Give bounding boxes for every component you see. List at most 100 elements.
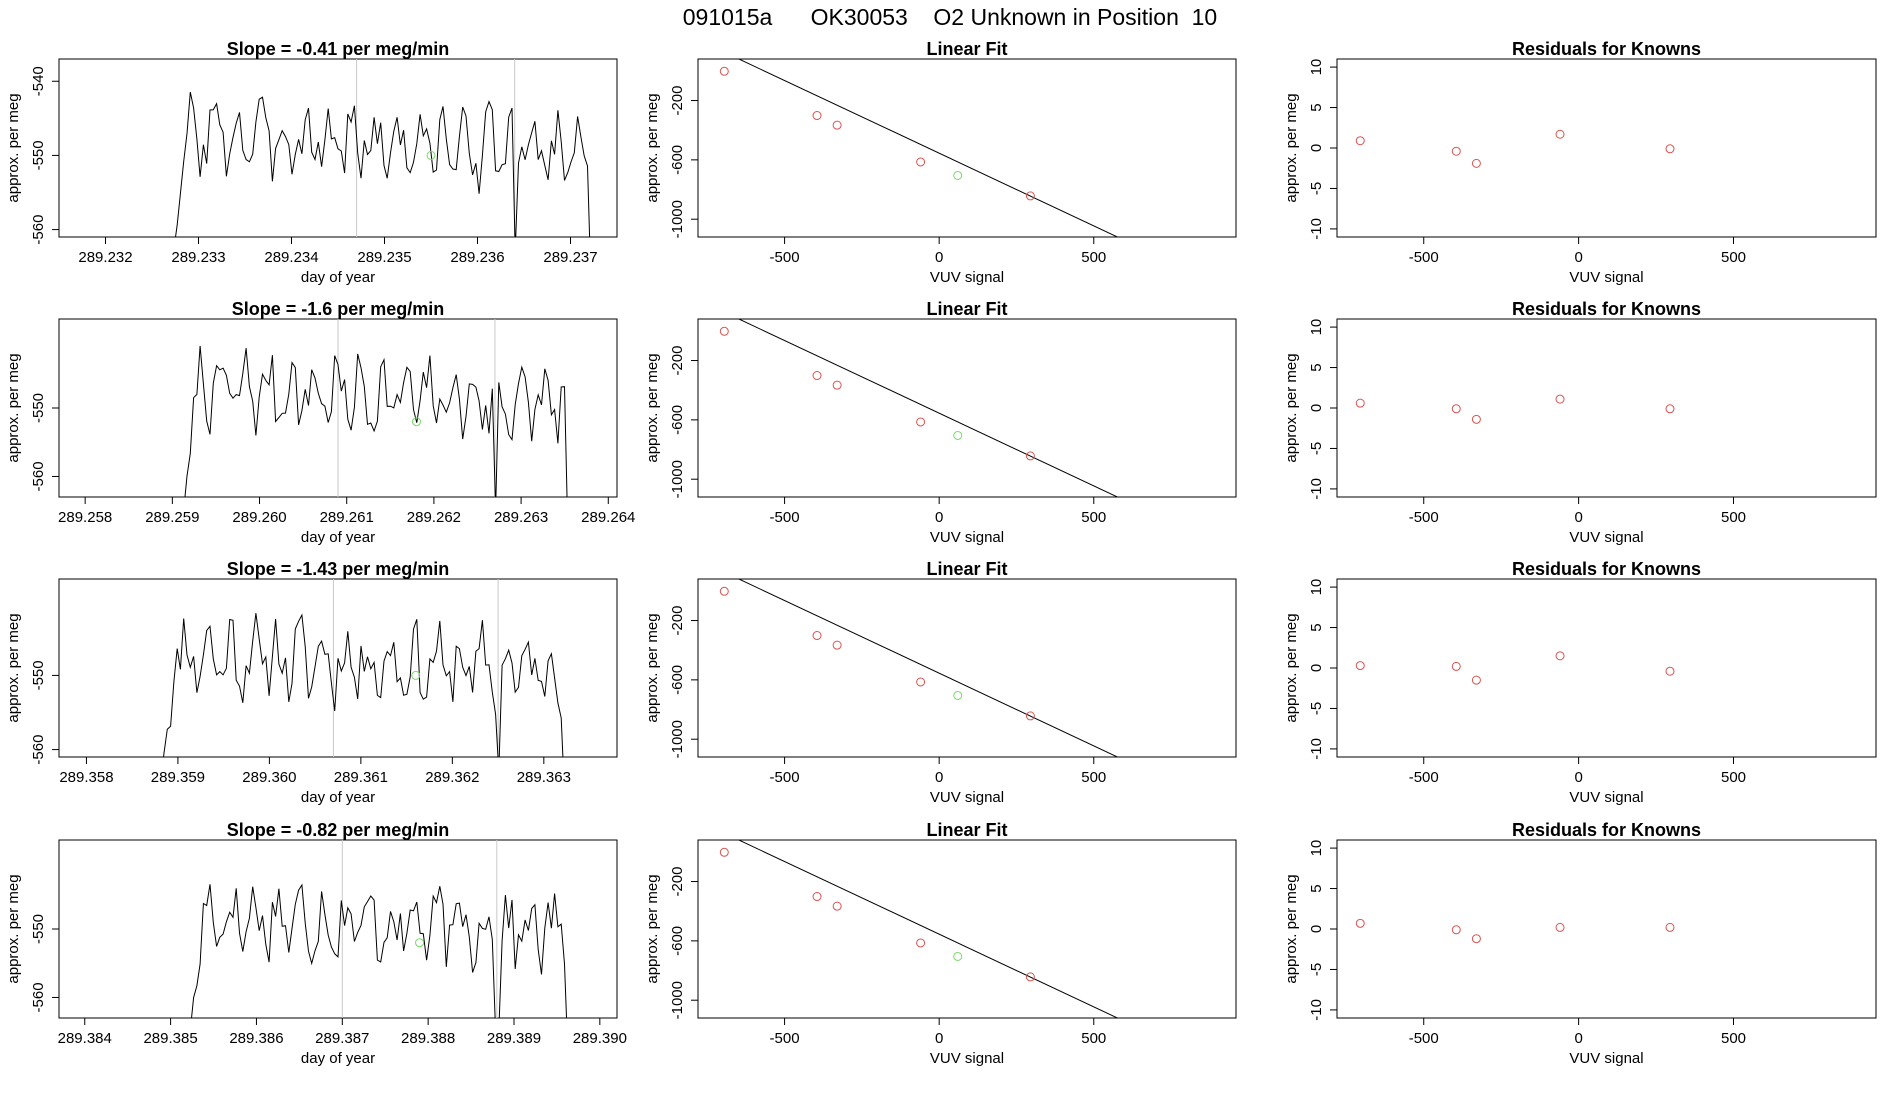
y-axis-label: approx. per meg <box>5 353 22 462</box>
y-tick-label: -1000 <box>669 460 686 498</box>
y-tick-label: 10 <box>1308 319 1325 336</box>
plot-frame <box>697 839 1237 1019</box>
plot-title: Slope = -0.82 per meg/min <box>227 820 450 840</box>
plot-title: Slope = -1.43 per meg/min <box>227 559 450 579</box>
y-tick-label: -5 <box>1308 702 1325 715</box>
plot-frame <box>697 318 1237 498</box>
x-tick-label: 289.232 <box>78 249 132 266</box>
residual-point <box>1451 925 1461 935</box>
y-tick-label: -540 <box>30 66 47 96</box>
residual-point <box>1355 136 1365 146</box>
plot-title: Residuals for Knowns <box>1512 820 1701 840</box>
x-axis-label: VUV signal <box>1569 789 1643 806</box>
known-point <box>916 938 926 948</box>
plot-title: Residuals for Knowns <box>1512 299 1701 319</box>
x-axis-label: VUV signal <box>930 269 1004 286</box>
y-tick-label: 0 <box>1308 404 1325 412</box>
plot-data <box>175 59 591 237</box>
y-tick-label: -550 <box>30 914 47 944</box>
panel-residuals-2: Residuals for Knowns -500 0 500 10 5 0 -5 -10 VUV… <box>1283 299 1877 546</box>
series-line <box>184 345 568 497</box>
x-tick-label: 0 <box>935 509 943 526</box>
y-axis-label: approx. per meg <box>1283 93 1300 202</box>
x-tick-label: 289.387 <box>315 1030 369 1047</box>
residual-point <box>1355 918 1365 928</box>
y-tick-label: -550 <box>30 140 47 170</box>
residual-point <box>1451 146 1461 156</box>
plot-data <box>719 840 1119 1018</box>
residual-point <box>1555 922 1565 932</box>
residual-point <box>1665 922 1675 932</box>
plot-data <box>1355 129 1675 168</box>
y-tick-label: -1000 <box>669 200 686 238</box>
plot-frame <box>58 839 618 1019</box>
x-axis-label: day of year <box>301 269 375 286</box>
residual-point <box>1471 414 1481 424</box>
x-tick-label: 289.384 <box>58 1030 112 1047</box>
y-axis-label: approx. per meg <box>1283 874 1300 983</box>
x-tick-label: 0 <box>1574 1030 1582 1047</box>
known-point <box>719 847 729 857</box>
y-tick-label: -5 <box>1308 442 1325 455</box>
panel-residuals-1: Residuals for Knowns -500 0 500 10 5 0 -5 -10 VUV… <box>1283 39 1877 286</box>
x-tick-label: 289.363 <box>517 769 571 786</box>
y-axis-label: approx. per meg <box>5 874 22 983</box>
residual-point <box>1555 129 1565 139</box>
known-point <box>812 892 822 902</box>
known-point <box>719 66 729 76</box>
y-tick-label: -200 <box>669 606 686 636</box>
panel-timeseries-3: Slope = -1.43 per meg/min 289.358 289.359 2… <box>5 559 618 806</box>
x-tick-label: 289.233 <box>171 249 225 266</box>
x-tick-label: 289.390 <box>573 1030 627 1047</box>
x-axis-label: VUV signal <box>1569 529 1643 546</box>
panel-residuals-4: Residuals for Knowns -500 0 500 10 5 0 -5 -10 VUV… <box>1283 820 1877 1067</box>
plot-data <box>191 840 568 1018</box>
x-axis-label: VUV signal <box>1569 1050 1643 1067</box>
y-axis-label: approx. per meg <box>644 874 661 983</box>
y-axis-label: approx. per meg <box>644 613 661 722</box>
plot-data <box>719 319 1119 497</box>
x-axis-label: day of year <box>301 529 375 546</box>
known-point <box>1025 711 1035 721</box>
x-tick-label: 0 <box>935 1030 943 1047</box>
x-tick-label: 289.361 <box>334 769 388 786</box>
y-tick-label: -5 <box>1308 963 1325 976</box>
residual-point <box>1451 661 1461 671</box>
plot-data <box>719 59 1119 237</box>
panel-fit-1: Linear Fit -500 0 500 -200 -600 -1000 VUV signa… <box>644 39 1237 286</box>
fit-line <box>737 579 1119 757</box>
plot-frame <box>58 58 618 238</box>
y-axis-label: approx. per meg <box>644 93 661 202</box>
residual-point <box>1355 661 1365 671</box>
panel-timeseries-2: Slope = -1.6 per meg/min 289.258 289.259 28… <box>5 299 635 546</box>
x-tick-label: 0 <box>1574 249 1582 266</box>
x-tick-label: 289.389 <box>487 1030 541 1047</box>
y-tick-label: -550 <box>30 393 47 423</box>
panel-fit-2: Linear Fit -500 0 500 -200 -600 -1000 VUV signa… <box>644 299 1237 546</box>
x-tick-label: 289.362 <box>425 769 479 786</box>
known-point <box>832 640 842 650</box>
x-tick-label: 289.236 <box>450 249 504 266</box>
y-tick-label: -600 <box>669 665 686 695</box>
x-tick-label: 289.360 <box>242 769 296 786</box>
x-tick-label: 289.263 <box>494 509 548 526</box>
unknown-point <box>953 690 963 700</box>
x-tick-label: 500 <box>1721 769 1746 786</box>
y-tick-label: 10 <box>1308 59 1325 76</box>
x-tick-label: 0 <box>935 249 943 266</box>
y-tick-label: -560 <box>30 735 47 765</box>
y-tick-label: -600 <box>669 145 686 175</box>
y-tick-label: 5 <box>1308 884 1325 892</box>
plot-data <box>184 319 568 497</box>
x-tick-label: 500 <box>1081 769 1106 786</box>
plot-data <box>1355 394 1675 424</box>
x-tick-label: 289.385 <box>143 1030 197 1047</box>
x-tick-label: -500 <box>770 769 800 786</box>
y-tick-label: -560 <box>30 215 47 245</box>
y-axis-label: approx. per meg <box>5 93 22 202</box>
unknown-point <box>953 430 963 440</box>
plot-title: Residuals for Knowns <box>1512 39 1701 59</box>
residual-point <box>1665 144 1675 154</box>
panel-timeseries-1: Slope = -0.41 per meg/min 289.232 289.233 2… <box>5 39 618 286</box>
panel-timeseries-4: Slope = -0.82 per meg/min 289.384 289.385 2… <box>5 820 627 1067</box>
